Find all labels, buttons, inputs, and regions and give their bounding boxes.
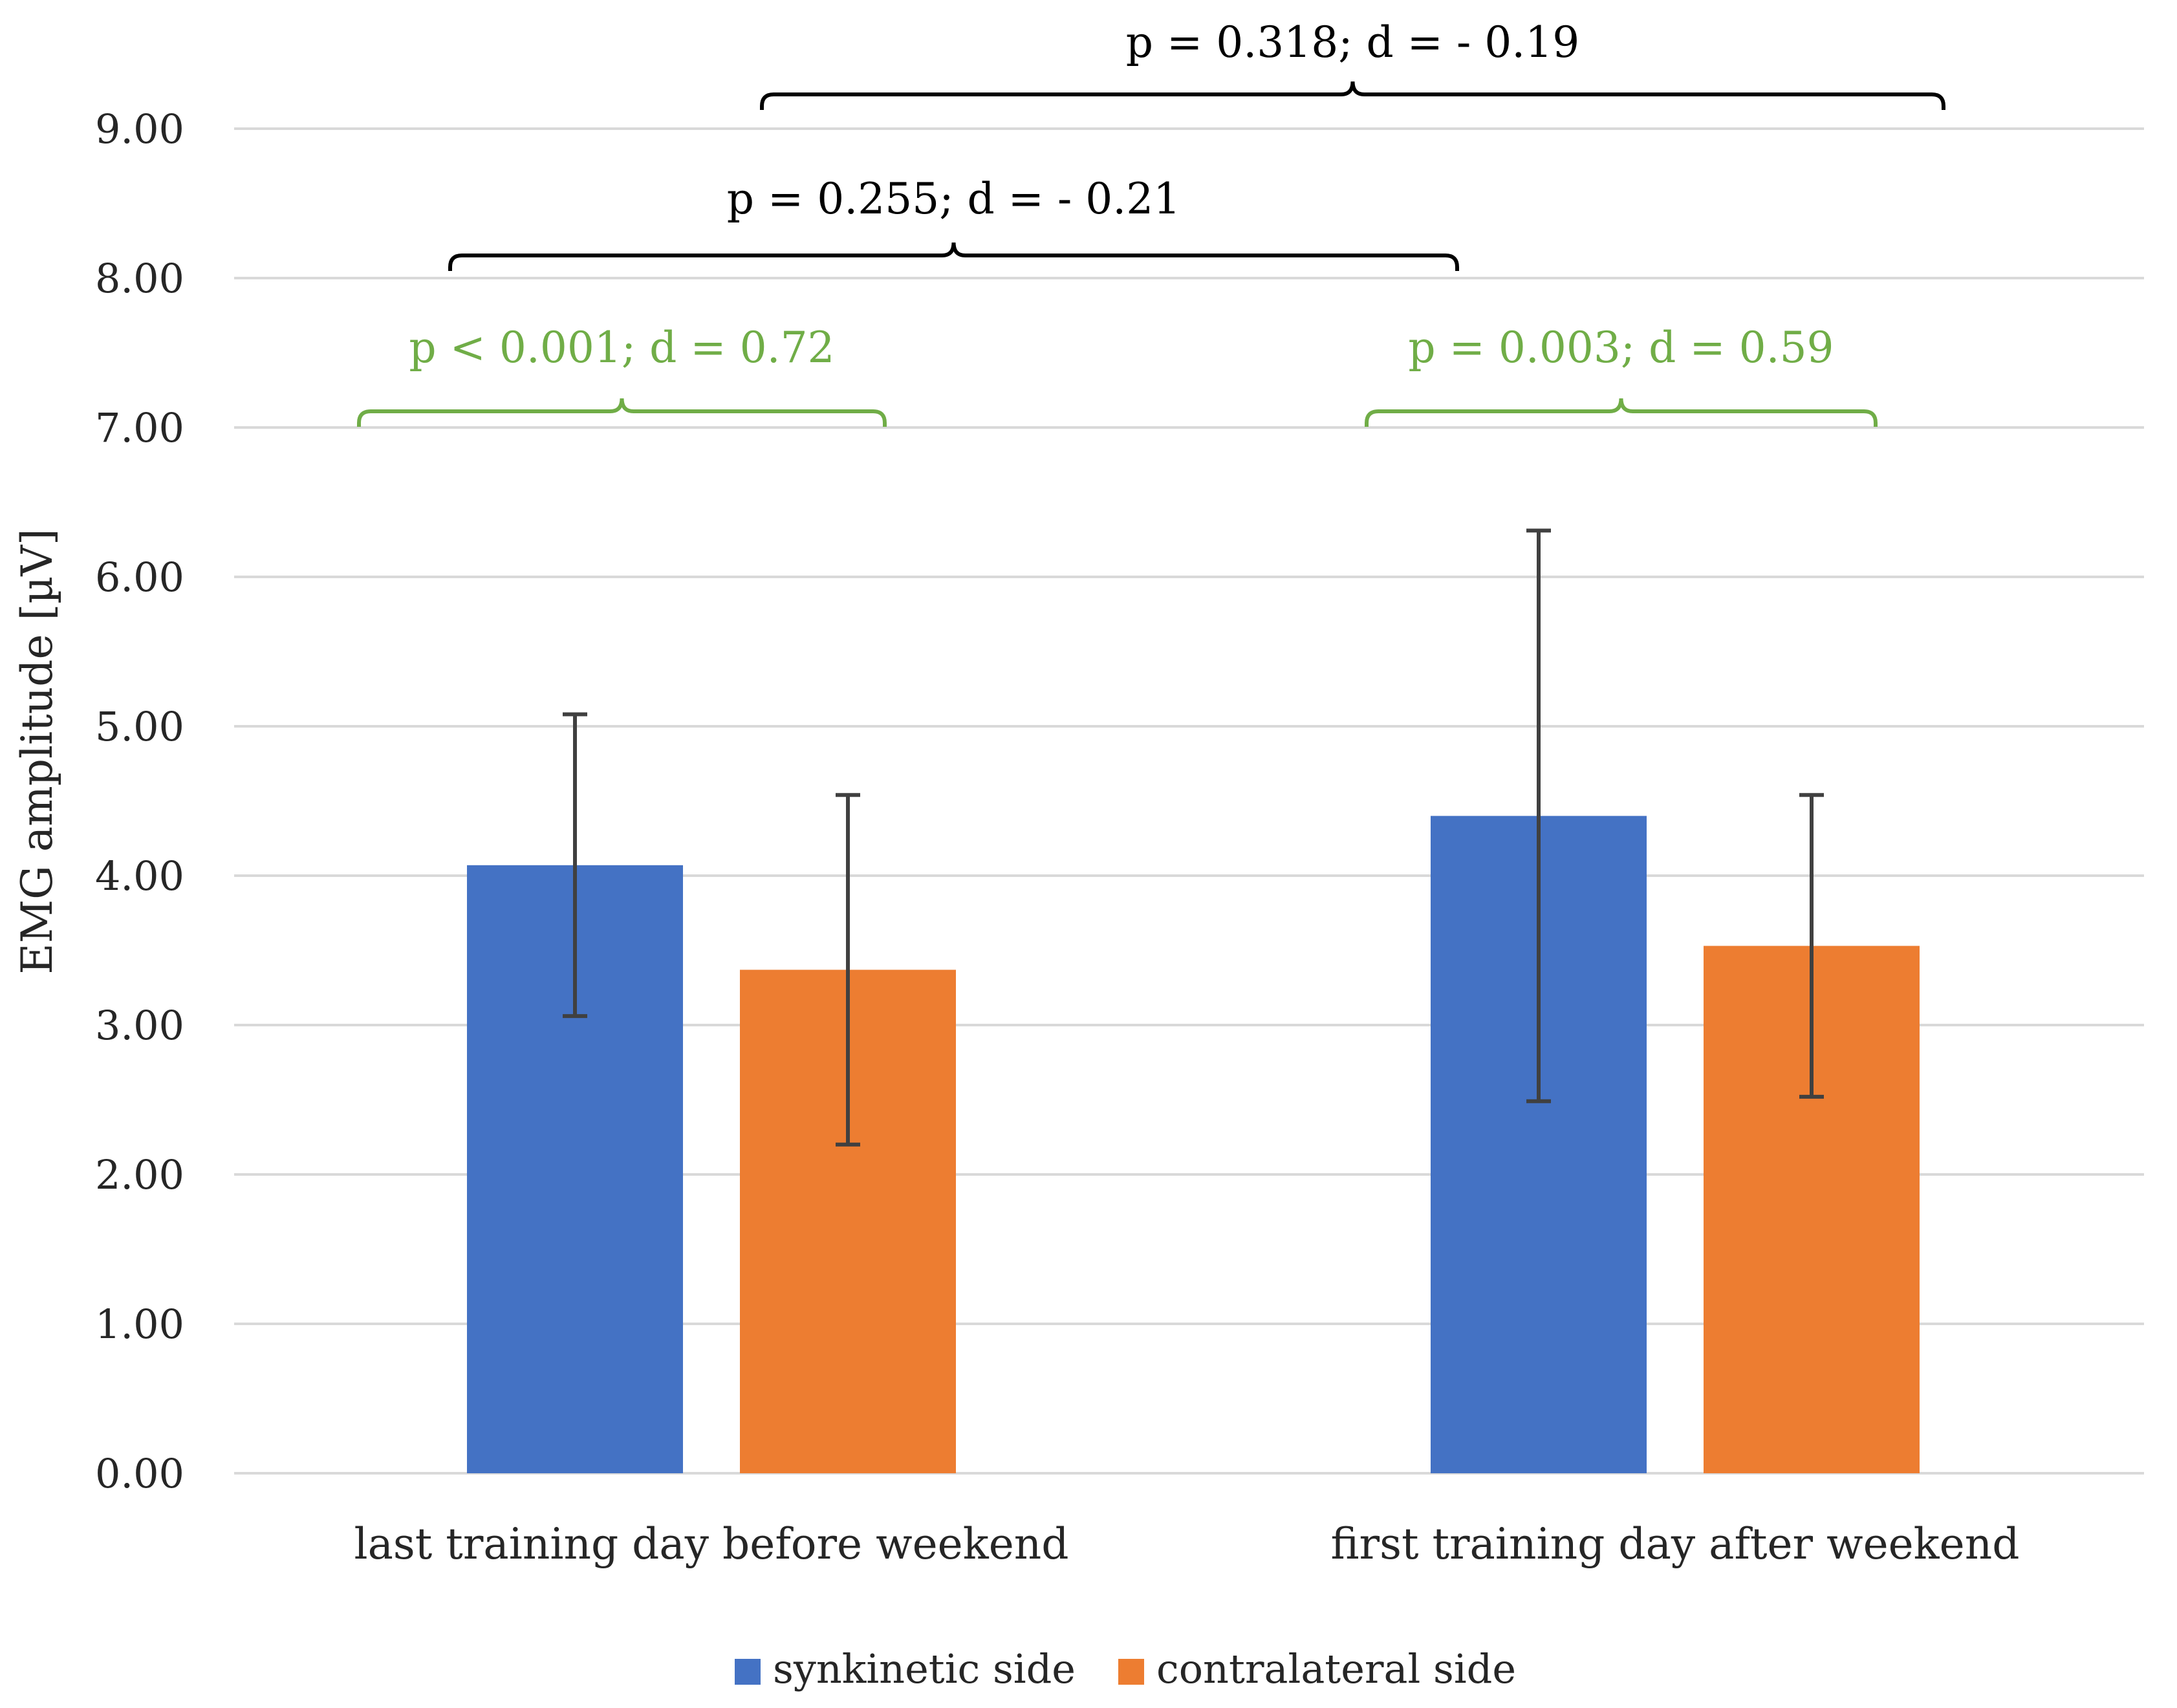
legend: synkinetic side contralateral side xyxy=(735,1645,1516,1692)
significance-brackets: p < 0.001; d = 0.72 p = 0.003; d = 0.59 p … xyxy=(357,17,1945,427)
y-tick-label: 6.00 xyxy=(95,554,184,601)
bars xyxy=(467,816,1920,1473)
error-bars xyxy=(563,528,1824,1147)
x-category-label: first training day after weekend xyxy=(1331,1519,2020,1569)
y-tick-label: 5.00 xyxy=(95,703,184,750)
bracket-line xyxy=(1365,398,1878,427)
legend-label: contralateral side xyxy=(1156,1645,1516,1692)
y-tick-label: 4.00 xyxy=(95,852,184,900)
bracket-line xyxy=(760,81,1945,110)
x-axis-ticks: last training day before weekend first tr… xyxy=(354,1519,2019,1569)
error-bar xyxy=(1799,793,1824,1099)
error-bar xyxy=(563,712,587,1019)
legend-label: synkinetic side xyxy=(773,1645,1076,1692)
y-axis-ticks: 0.00 1.00 2.00 3.00 4.00 5.00 6.00 7.00 8.00 9.00 xyxy=(95,105,184,1497)
x-category-label: last training day before weekend xyxy=(354,1519,1068,1569)
bracket-label: p = 0.255; d = - 0.21 xyxy=(727,174,1180,224)
significance-bracket: p = 0.003; d = 0.59 xyxy=(1365,323,1878,427)
legend-swatch xyxy=(1118,1659,1144,1685)
y-tick-label: 3.00 xyxy=(95,1002,184,1049)
legend-swatch xyxy=(735,1659,761,1685)
y-tick-label: 0.00 xyxy=(95,1450,184,1497)
significance-bracket: p < 0.001; d = 0.72 xyxy=(357,323,887,427)
error-bar xyxy=(1526,528,1551,1103)
bracket-line xyxy=(448,242,1459,271)
y-tick-label: 9.00 xyxy=(95,105,184,153)
y-tick-label: 7.00 xyxy=(95,404,184,451)
legend-item: contralateral side xyxy=(1118,1645,1516,1692)
bracket-line xyxy=(357,398,887,427)
y-tick-label: 2.00 xyxy=(95,1151,184,1198)
y-axis-label: EMG amplitude [µV] xyxy=(12,528,62,974)
y-tick-label: 1.00 xyxy=(95,1301,184,1348)
error-bar xyxy=(836,793,860,1147)
bracket-label: p < 0.001; d = 0.72 xyxy=(409,323,834,373)
legend-item: synkinetic side xyxy=(735,1645,1076,1692)
bracket-label: p = 0.003; d = 0.59 xyxy=(1408,323,1834,373)
bracket-label: p = 0.318; d = - 0.19 xyxy=(1126,17,1579,67)
significance-bracket: p = 0.255; d = - 0.21 xyxy=(448,174,1459,271)
y-tick-label: 8.00 xyxy=(95,255,184,302)
significance-bracket: p = 0.318; d = - 0.19 xyxy=(760,17,1945,110)
